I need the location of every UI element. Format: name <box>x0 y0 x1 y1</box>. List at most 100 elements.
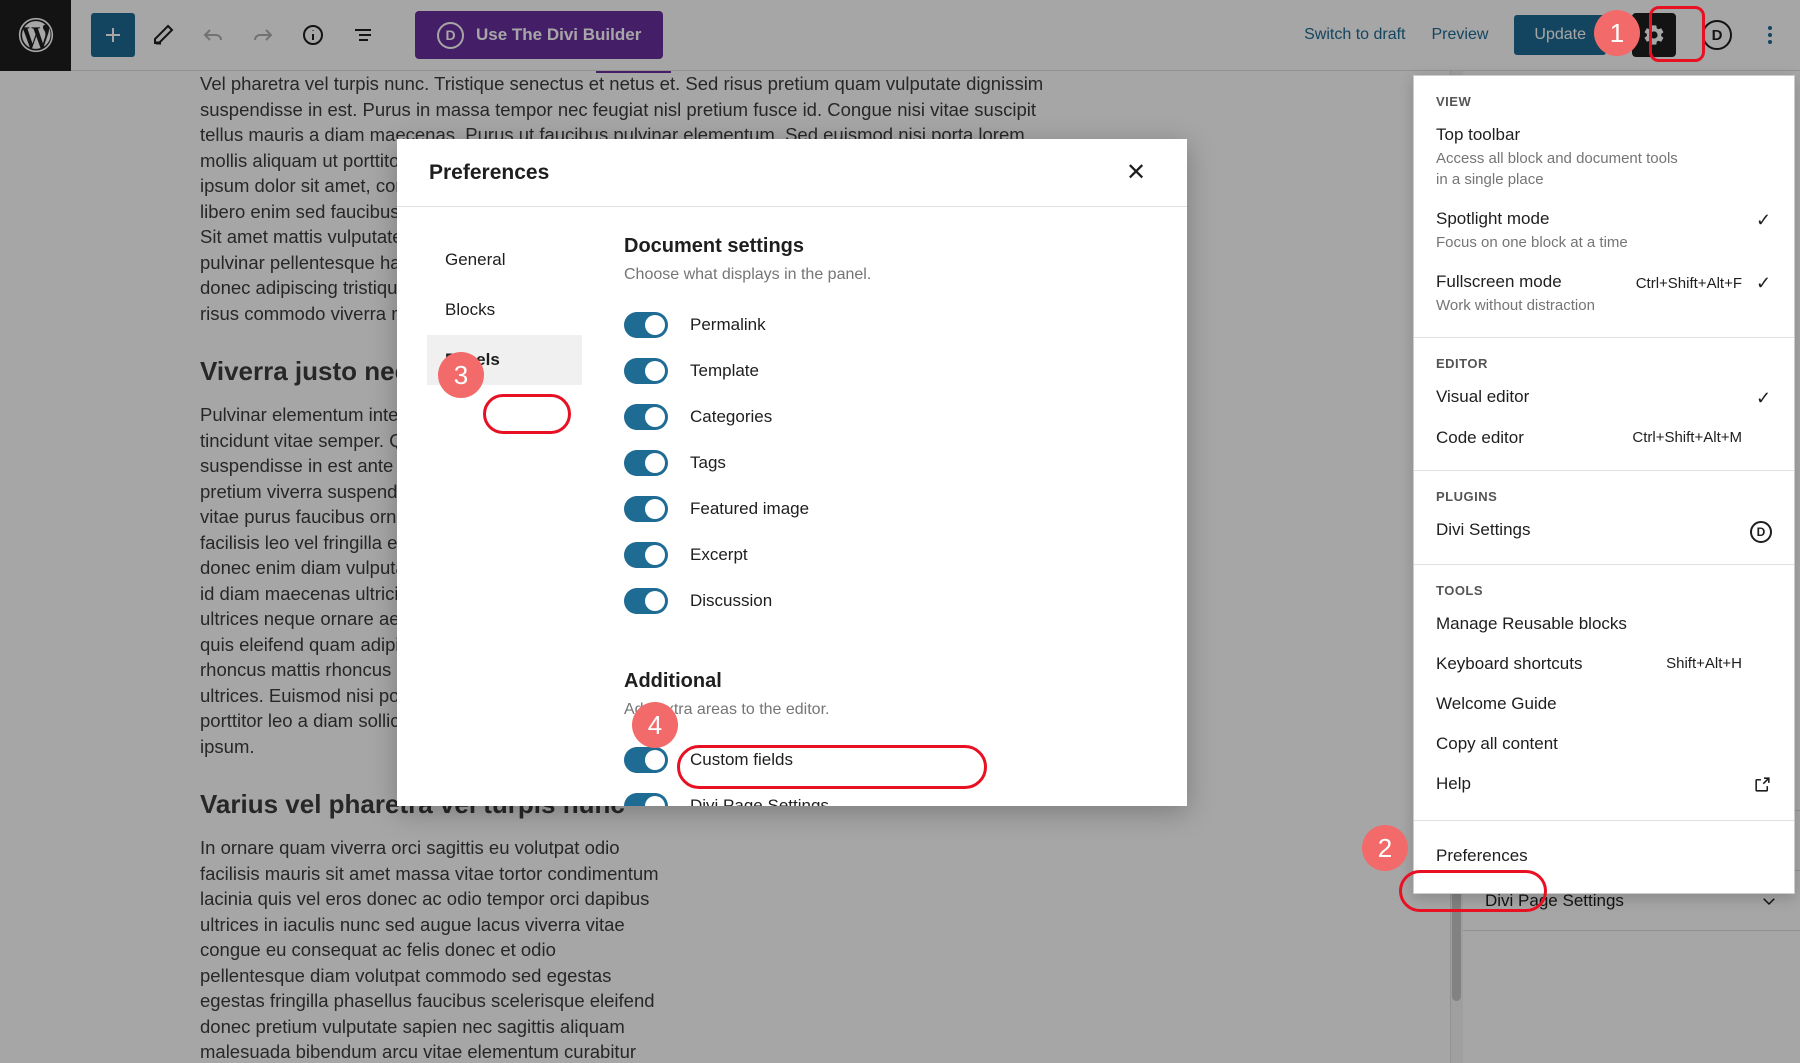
wordpress-logo-icon[interactable] <box>0 0 71 71</box>
annotation-badge-2: 2 <box>1362 825 1408 871</box>
excerpt-toggle[interactable] <box>624 542 668 568</box>
annotation-badge-1: 1 <box>1594 10 1640 56</box>
list-view-icon[interactable] <box>341 13 385 57</box>
annotation-ring-preferences <box>1399 870 1547 912</box>
categories-toggle-row[interactable]: Categories <box>624 402 1147 432</box>
panel-label: Divi Page Settings <box>1485 890 1624 910</box>
redo-arrow-icon[interactable] <box>241 13 285 57</box>
menu-item-help[interactable]: Help <box>1414 764 1794 808</box>
custom-fields-toggle[interactable] <box>624 747 668 773</box>
additional-description: Add extra areas to the editor. <box>624 701 830 718</box>
menu-item-label: Keyboard shortcuts <box>1436 654 1583 673</box>
menu-item-label: Fullscreen mode <box>1436 272 1562 291</box>
additional-title: Additional <box>624 670 722 692</box>
nav-item-label: Blocks <box>445 300 496 319</box>
divi-circle-icon: D <box>1750 521 1772 543</box>
discussion-toggle[interactable] <box>624 588 668 614</box>
toggle-label: Template <box>690 361 759 380</box>
menu-item-shortcut: Shift+Alt+H <box>1666 655 1742 672</box>
menu-item-shortcut: Ctrl+Shift+Alt+M <box>1632 429 1742 446</box>
check-icon: ✓ <box>1756 210 1772 230</box>
undo-arrow-icon[interactable] <box>191 13 235 57</box>
discussion-toggle-row[interactable]: Discussion <box>624 586 1147 616</box>
menu-item-welcome-guide[interactable]: Welcome Guide <box>1414 684 1794 724</box>
divi-button-label: Use The Divi Builder <box>476 25 642 44</box>
divi-page-settings-toggle-row[interactable]: Divi Page Settings <box>624 791 1147 806</box>
featured-image-toggle-row[interactable]: Featured image <box>624 494 1147 524</box>
edit-tool-button[interactable] <box>141 13 185 57</box>
divi-page-settings-toggle[interactable] <box>624 793 668 806</box>
menu-item-label: Code editor <box>1436 428 1524 447</box>
post-paragraph-3[interactable]: In ornare quam viverra orci sagittis eu … <box>200 837 659 1062</box>
section-header: TOOLS <box>1436 583 1484 598</box>
toggle-label: Excerpt <box>690 545 748 564</box>
use-divi-builder-button[interactable]: D Use The Divi Builder <box>415 11 664 59</box>
menu-item-top-toolbar[interactable]: Top toolbar Access all block and documen… <box>1414 115 1794 199</box>
modal-header: Preferences ✕ <box>397 139 1187 207</box>
sidebar-scrollbar-thumb[interactable] <box>1452 831 1461 1001</box>
block-highlight-bar <box>596 71 671 73</box>
check-icon: ✓ <box>1756 388 1772 408</box>
toggle-label: Tags <box>690 453 726 472</box>
general-nav-item[interactable]: General <box>427 235 582 285</box>
menu-item-label: Manage Reusable blocks <box>1436 614 1627 633</box>
menu-item-keyboard-shortcuts[interactable]: Keyboard shortcuts Shift+Alt+H <box>1414 644 1794 684</box>
menu-item-visual-editor[interactable]: Visual editor ✓ <box>1414 377 1794 418</box>
toggle-label: Custom fields <box>690 750 793 769</box>
menu-section-plugins: PLUGINS Divi Settings D <box>1414 471 1794 565</box>
menu-item-code-editor[interactable]: Code editor Ctrl+Shift+Alt+M <box>1414 418 1794 458</box>
template-toggle[interactable] <box>624 358 668 384</box>
switch-to-draft-link[interactable]: Switch to draft <box>1304 26 1406 43</box>
info-circle-icon[interactable] <box>291 13 335 57</box>
menu-item-description: Focus on one block at a time <box>1436 234 1628 251</box>
preferences-modal: Preferences ✕ General Blocks Panels Docu… <box>397 139 1187 806</box>
preferences-menu-item[interactable]: Preferences <box>1414 831 1794 881</box>
toggle-label: Featured image <box>690 499 810 518</box>
menu-item-manage-reusable-blocks[interactable]: Manage Reusable blocks <box>1414 604 1794 644</box>
panel-row-divi-page-settings[interactable]: Divi Page Settings <box>1463 871 1800 931</box>
menu-item-spotlight-mode[interactable]: Spotlight mode Focus on one block at a t… <box>1414 199 1794 262</box>
toggle-label: Permalink <box>690 315 766 334</box>
menu-item-label: Spotlight mode <box>1436 209 1550 228</box>
check-icon: ✓ <box>1756 273 1772 293</box>
custom-fields-toggle-row[interactable]: Custom fields <box>624 745 1147 775</box>
annotation-ring-panels <box>483 394 571 434</box>
annotation-ring-custom-fields <box>677 745 987 789</box>
modal-body: General Blocks Panels Document settings … <box>397 207 1187 806</box>
options-dropdown-menu: VIEW Top toolbar Access all block and do… <box>1413 75 1795 894</box>
document-settings-description: Choose what displays in the panel. <box>624 266 872 283</box>
menu-item-description: Work without distraction <box>1436 297 1595 314</box>
toolbar-tools: D Use The Divi Builder <box>71 11 664 59</box>
tags-toggle[interactable] <box>624 450 668 476</box>
toggle-label: Discussion <box>690 591 773 610</box>
menu-item-label: Visual editor <box>1436 387 1530 406</box>
menu-item-fullscreen-mode[interactable]: Fullscreen mode Work without distraction… <box>1414 262 1794 325</box>
categories-toggle[interactable] <box>624 404 668 430</box>
excerpt-toggle-row[interactable]: Excerpt <box>624 540 1147 570</box>
menu-section-view: VIEW Top toolbar Access all block and do… <box>1414 76 1794 338</box>
close-icon[interactable]: ✕ <box>1117 154 1155 192</box>
toolbar-right-actions: Switch to draft Preview Update D <box>1304 13 1800 57</box>
add-block-button[interactable] <box>91 13 135 57</box>
document-settings-title: Document settings <box>624 235 805 257</box>
permalink-toggle-row[interactable]: Permalink <box>624 310 1147 340</box>
update-button[interactable]: Update <box>1514 15 1606 55</box>
preview-link[interactable]: Preview <box>1431 26 1489 43</box>
menu-item-copy-all-content[interactable]: Copy all content <box>1414 724 1794 764</box>
menu-item-divi-settings[interactable]: Divi Settings D <box>1414 510 1794 552</box>
menu-item-label: Top toolbar <box>1436 125 1521 144</box>
menu-section-editor: EDITOR Visual editor ✓ Code editor Ctrl+… <box>1414 338 1794 471</box>
menu-item-label: Preferences <box>1436 846 1528 865</box>
chevron-down-icon <box>1760 892 1778 910</box>
template-toggle-row[interactable]: Template <box>624 356 1147 386</box>
toggle-label: Categories <box>690 407 773 426</box>
modal-nav: General Blocks Panels <box>397 235 582 806</box>
permalink-toggle[interactable] <box>624 312 668 338</box>
divi-settings-icon[interactable]: D <box>1702 20 1732 50</box>
featured-image-toggle[interactable] <box>624 496 668 522</box>
tags-toggle-row[interactable]: Tags <box>624 448 1147 478</box>
kebab-menu-icon[interactable] <box>1758 16 1782 54</box>
menu-section-tools: TOOLS Manage Reusable blocks Keyboard sh… <box>1414 565 1794 821</box>
annotation-ring-gear <box>1649 6 1705 62</box>
blocks-nav-item[interactable]: Blocks <box>427 285 582 335</box>
